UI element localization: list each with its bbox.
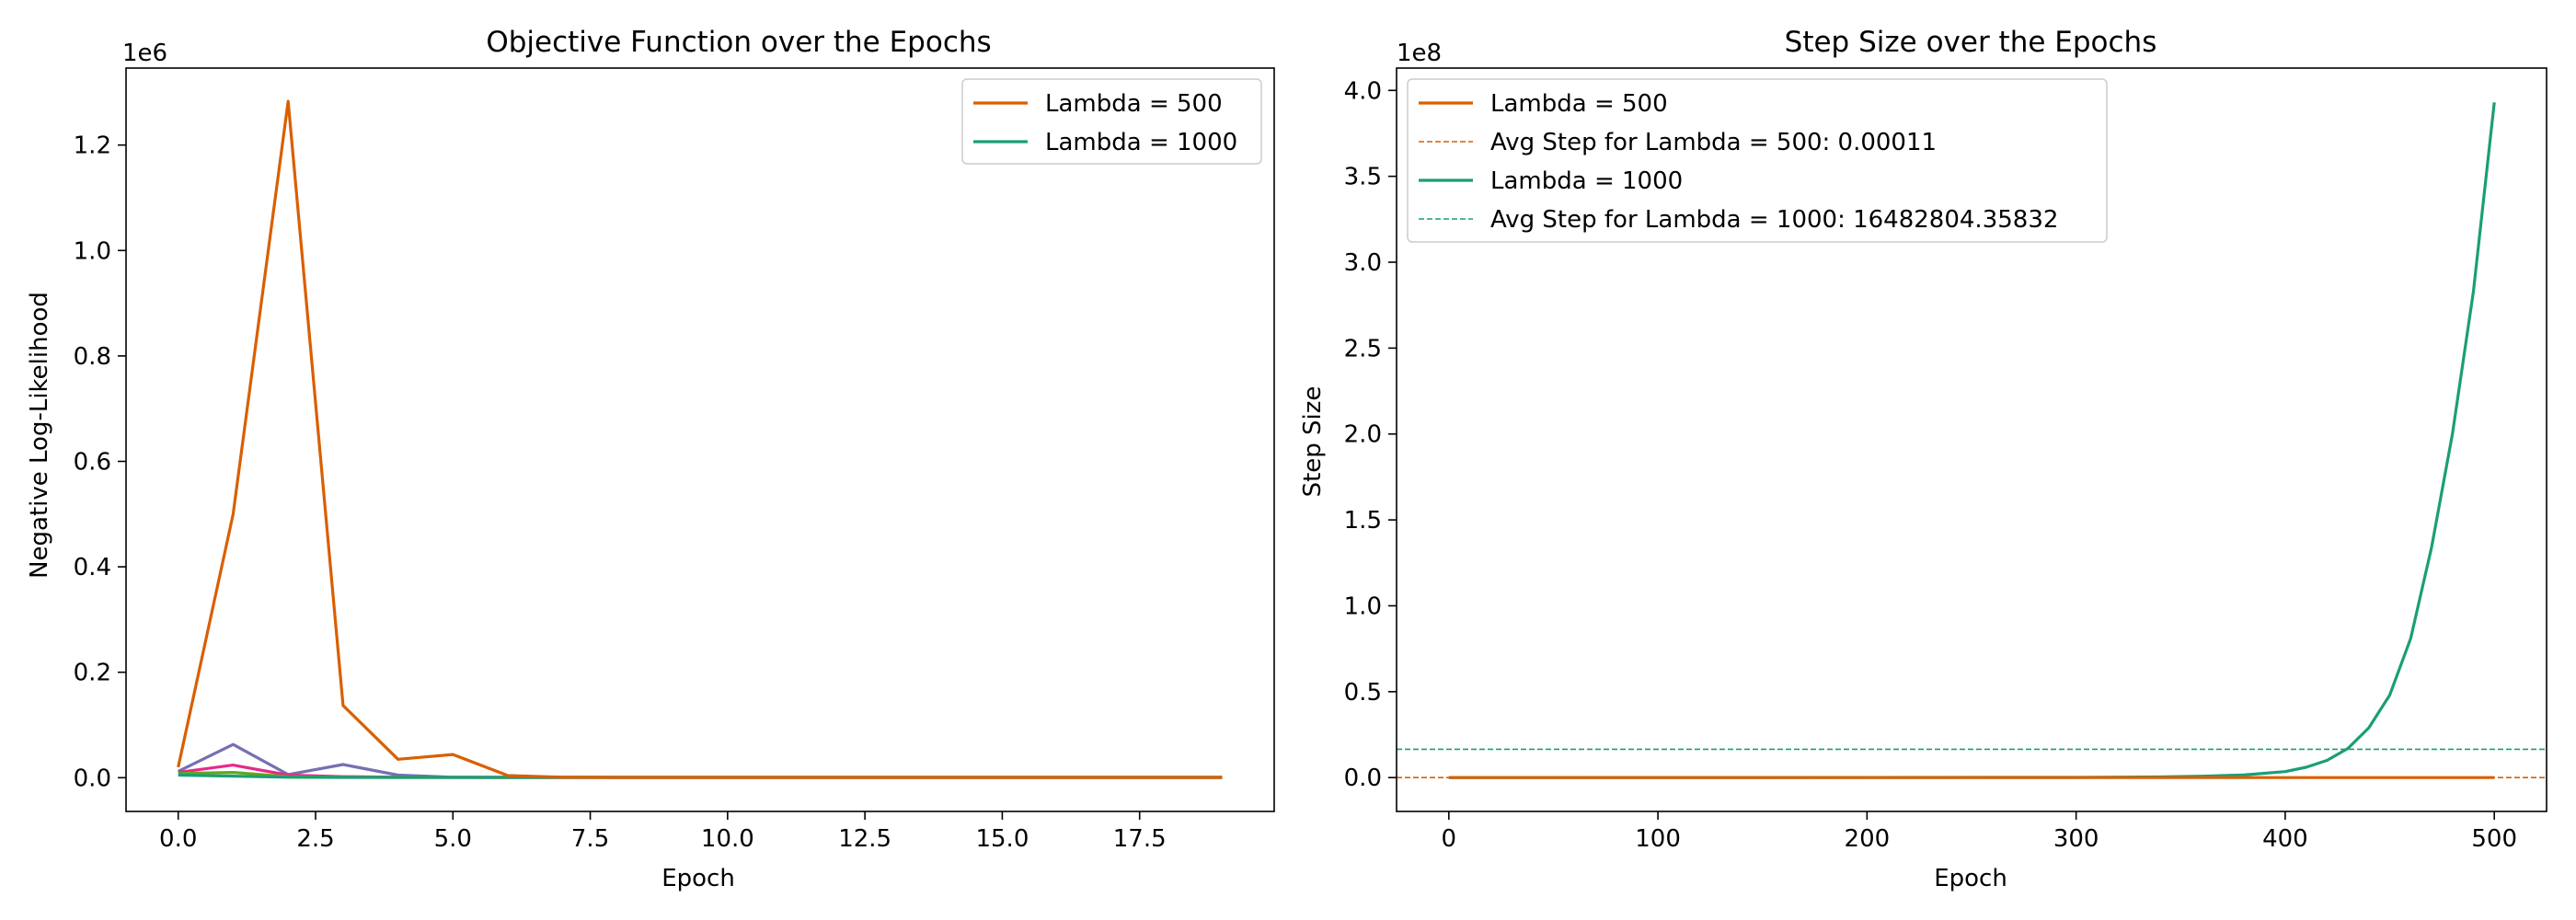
step-size-legend-label-lambda-1000: Lambda = 1000 bbox=[1490, 167, 1683, 195]
objective-x-axis-label: Epoch bbox=[661, 865, 735, 892]
objective-x-tick-label: 12.5 bbox=[838, 825, 891, 853]
step-size-y-tick-label: 0.5 bbox=[1344, 679, 1382, 707]
step-size-y-offset-label: 1e8 bbox=[1397, 40, 1442, 67]
objective-y-tick-label: 0.0 bbox=[74, 765, 111, 792]
objective-y-tick-label: 0.8 bbox=[74, 343, 111, 371]
step-size-y-axis-label: Step Size bbox=[1299, 386, 1327, 498]
objective-y-tick-label: 1.2 bbox=[74, 132, 111, 160]
step-size-y-tick-label: 0.0 bbox=[1344, 765, 1382, 792]
objective-y-tick-label: 1.0 bbox=[74, 237, 111, 265]
objective-y-axis-label: Negative Log-Likelihood bbox=[26, 292, 53, 579]
objective-x-tick-label: 15.0 bbox=[975, 825, 1029, 853]
objective-x-tick-label: 0.0 bbox=[159, 825, 197, 853]
step-size-y-tick-label: 3.5 bbox=[1344, 164, 1382, 191]
step-size-y-tick-label: 4.0 bbox=[1344, 77, 1382, 105]
step-size-x-tick-label: 200 bbox=[1845, 825, 1891, 853]
step-size-y-tick-label: 3.0 bbox=[1344, 249, 1382, 277]
objective-legend: Lambda = 500 Lambda = 1000 bbox=[961, 78, 1262, 165]
step-size-legend-label-lambda-500: Lambda = 500 bbox=[1490, 90, 1668, 118]
step-size-axes-ticks: 0 100 200 300 400 500 0.0 0.5 1.0 1.5 2.0 2.5 3.0 3.5… bbox=[1344, 77, 2517, 853]
objective-x-tick-label: 7.5 bbox=[571, 825, 609, 853]
objective-axes-ticks: 0.0 2.5 5.0 7.5 10.0 12.5 15.0 17.5 0.0 0.2 0.4 0.6… bbox=[74, 132, 1167, 853]
step-size-legend-label-avg-1000: Avg Step for Lambda = 1000: 16482804.358… bbox=[1490, 206, 2058, 234]
step-size-x-axis-label: Epoch bbox=[1934, 865, 2007, 892]
objective-chart: Objective Function over the Epochs 1e6 E… bbox=[26, 26, 1275, 892]
objective-series-line-0 bbox=[177, 99, 1223, 779]
step-size-y-tick-label: 2.0 bbox=[1344, 421, 1382, 449]
step-size-x-tick-label: 400 bbox=[2262, 825, 2308, 853]
step-size-axes-frame bbox=[1396, 67, 2547, 812]
step-size-x-tick-label: 0 bbox=[1442, 825, 1457, 853]
step-size-y-tick-label: 1.0 bbox=[1344, 592, 1382, 620]
step-size-x-tick-label: 500 bbox=[2471, 825, 2517, 853]
objective-chart-title: Objective Function over the Epochs bbox=[486, 26, 991, 59]
step-size-y-tick-label: 2.5 bbox=[1344, 335, 1382, 362]
step-size-chart: Step Size over the Epochs 1e8 Epoch Step… bbox=[1299, 26, 2547, 892]
step-size-x-tick-label: 100 bbox=[1635, 825, 1681, 853]
step-size-legend-box bbox=[1407, 78, 2108, 243]
objective-legend-box bbox=[961, 78, 1262, 165]
objective-y-offset-label: 1e6 bbox=[122, 40, 167, 67]
objective-axes-frame bbox=[125, 67, 1275, 812]
objective-y-tick-label: 0.4 bbox=[74, 554, 111, 581]
objective-plot-area bbox=[177, 99, 1223, 779]
objective-x-tick-label: 5.0 bbox=[434, 825, 472, 853]
step-size-legend: Lambda = 500 Avg Step for Lambda = 500: … bbox=[1407, 78, 2108, 243]
objective-x-tick-label: 17.5 bbox=[1113, 825, 1167, 853]
step-size-plot-area bbox=[1397, 102, 2547, 779]
objective-legend-label-lambda-500: Lambda = 500 bbox=[1045, 90, 1223, 118]
step-size-chart-title: Step Size over the Epochs bbox=[1785, 26, 2157, 59]
objective-x-tick-label: 10.0 bbox=[701, 825, 754, 853]
objective-x-tick-label: 2.5 bbox=[296, 825, 334, 853]
step-size-y-tick-label: 1.5 bbox=[1344, 507, 1382, 535]
objective-y-tick-label: 0.6 bbox=[74, 448, 111, 476]
step-size-legend-label-avg-500: Avg Step for Lambda = 500: 0.00011 bbox=[1490, 129, 1937, 156]
step-size-x-tick-label: 300 bbox=[2053, 825, 2099, 853]
objective-legend-label-lambda-1000: Lambda = 1000 bbox=[1045, 129, 1237, 156]
objective-y-tick-label: 0.2 bbox=[74, 660, 111, 687]
